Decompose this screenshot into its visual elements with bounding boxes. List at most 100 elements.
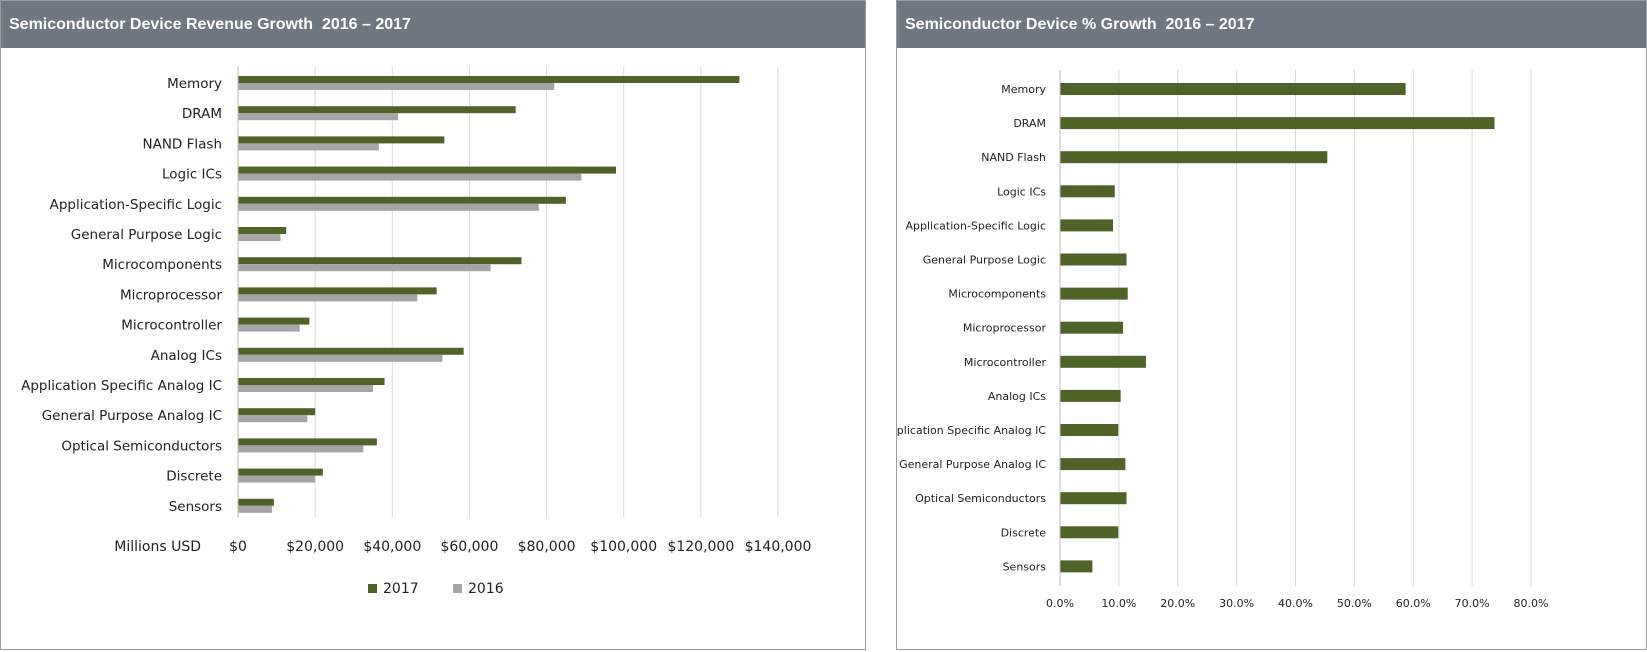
- growth-bar: [1060, 185, 1115, 198]
- growth-bar: [1060, 219, 1113, 232]
- category-label: Discrete: [166, 469, 222, 485]
- bar-2016: [238, 203, 539, 211]
- growth-bar: [1060, 458, 1126, 471]
- bar-2017: [238, 106, 516, 114]
- percent-chart-panel: Semiconductor Device % Growth 2016 – 201…: [896, 0, 1647, 650]
- growth-bar: [1060, 151, 1328, 164]
- category-label: Logic ICs: [162, 167, 222, 183]
- category-label: Microcontroller: [121, 318, 222, 334]
- bar-2017: [238, 166, 616, 174]
- category-label: NAND Flash: [981, 151, 1046, 164]
- x-tick-label: 20.0%: [1160, 597, 1195, 610]
- x-tick-label: 50.0%: [1337, 597, 1372, 610]
- x-tick-label: 80.0%: [1514, 597, 1549, 610]
- x-tick-label: 60.0%: [1396, 597, 1431, 610]
- bar-2016: [238, 505, 272, 513]
- category-label: Analog ICs: [151, 348, 222, 364]
- bar-2017: [238, 196, 566, 204]
- category-label: Microcontroller: [964, 356, 1047, 369]
- category-label: General Purpose Analog IC: [42, 408, 222, 424]
- bar-2016: [238, 324, 300, 332]
- x-axis-title: Millions USD: [114, 539, 201, 555]
- category-label: Optical Semiconductors: [915, 492, 1046, 505]
- x-tick-label: 70.0%: [1455, 597, 1490, 610]
- category-label: Microcomponents: [948, 288, 1046, 301]
- bar-2016: [238, 83, 555, 90]
- bar-2016: [238, 264, 491, 272]
- x-tick-label: $40,000: [363, 539, 421, 555]
- category-label: General Purpose Analog IC: [899, 458, 1046, 471]
- x-tick-label: $20,000: [286, 539, 344, 555]
- category-label: Optical Semiconductors: [61, 438, 222, 454]
- category-label: General Purpose Logic: [71, 227, 222, 243]
- category-label: Discrete: [1001, 526, 1047, 539]
- category-label: Microcomponents: [102, 257, 222, 273]
- x-tick-label: $120,000: [667, 539, 734, 555]
- revenue-chart-panel: Semiconductor Device Revenue Growth 2016…: [0, 0, 866, 650]
- x-tick-label: $60,000: [440, 539, 498, 555]
- bar-2016: [238, 385, 373, 392]
- category-label: NAND Flash: [143, 136, 223, 152]
- bar-2016: [238, 415, 308, 423]
- x-tick-label: 40.0%: [1278, 597, 1313, 610]
- category-label: Analog ICs: [988, 390, 1046, 403]
- bar-2016: [238, 294, 418, 302]
- category-label: Application-Specific Logic: [50, 197, 222, 213]
- category-label: Sensors: [1003, 560, 1047, 573]
- growth-bar: [1060, 492, 1127, 505]
- x-tick-label: 10.0%: [1101, 597, 1136, 610]
- x-tick-label: $100,000: [590, 539, 657, 555]
- x-tick-label: 0.0%: [1046, 597, 1074, 610]
- category-label: DRAM: [182, 106, 222, 122]
- growth-bar: [1060, 389, 1121, 402]
- bar-2016: [238, 475, 316, 483]
- percent-growth-chart: 0.0% 10.0% 20.0% 30.0% 40.0% 50.0% 60.0% 70.0% 8…: [897, 70, 1549, 610]
- bar-2016: [238, 354, 443, 362]
- category-label: Logic ICs: [997, 185, 1046, 198]
- growth-bar: [1060, 560, 1093, 573]
- category-label: Application Specific Analog IC: [897, 424, 1046, 437]
- growth-bar: [1060, 117, 1495, 130]
- growth-bar: [1060, 287, 1128, 300]
- category-label: General Purpose Logic: [923, 254, 1046, 267]
- bar-2017: [238, 468, 323, 476]
- bar-2016: [238, 113, 399, 121]
- bar-2016: [238, 173, 582, 181]
- revenue-chart-title: Semiconductor Device Revenue Growth 2016…: [1, 1, 865, 48]
- legend-swatch-2016: [453, 584, 462, 593]
- bar-2017: [238, 347, 464, 355]
- growth-bar: [1060, 321, 1123, 334]
- x-tick-label: $80,000: [518, 539, 576, 555]
- x-tick-label: 30.0%: [1219, 597, 1254, 610]
- bar-2017: [238, 408, 316, 416]
- legend-label-2016: 2016: [468, 581, 504, 597]
- bar-2017: [238, 227, 287, 234]
- bar-2017: [238, 76, 740, 83]
- bar-2016: [238, 445, 364, 453]
- legend-label-2017: 2017: [383, 581, 419, 597]
- category-label: Application Specific Analog IC: [21, 378, 222, 394]
- growth-bar: [1060, 526, 1119, 539]
- bar-2017: [238, 378, 385, 385]
- bar-2017: [238, 257, 522, 265]
- bar-2017: [238, 287, 437, 295]
- revenue-chart: $0 $20,000 $40,000 $60,000 $80,000 $100,000 $1…: [21, 66, 812, 597]
- growth-bar: [1060, 424, 1119, 436]
- category-label: Memory: [1001, 83, 1046, 96]
- legend-swatch-2017: [368, 584, 377, 593]
- category-label: Memory: [167, 76, 222, 92]
- category-label: Sensors: [169, 499, 222, 515]
- bar-2017: [238, 498, 274, 506]
- category-label: DRAM: [1013, 117, 1046, 130]
- percent-chart-title: Semiconductor Device % Growth 2016 – 201…: [897, 1, 1646, 48]
- x-tick-label: $0: [229, 539, 247, 555]
- growth-bar: [1060, 253, 1127, 266]
- bar-2016: [238, 234, 281, 241]
- growth-bar: [1060, 83, 1406, 95]
- bar-2017: [238, 317, 310, 325]
- category-label: Application-Specific Logic: [906, 219, 1047, 232]
- category-label: Microprocessor: [120, 287, 222, 303]
- bar-2017: [238, 438, 377, 446]
- x-tick-label: $140,000: [745, 539, 812, 555]
- growth-bar: [1060, 355, 1146, 368]
